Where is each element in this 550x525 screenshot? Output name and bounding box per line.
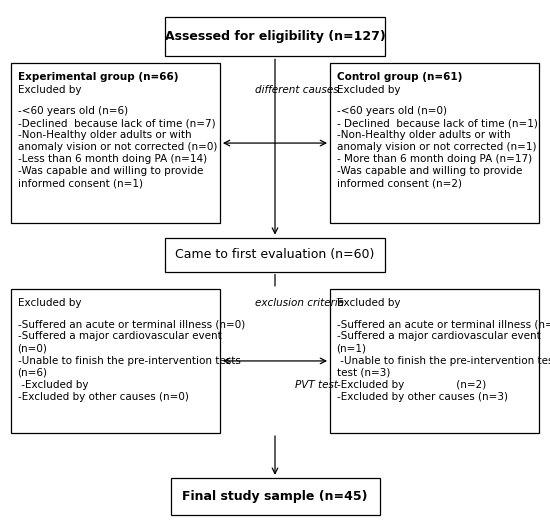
Bar — [165, 17, 385, 56]
Text: Experimental group (n=66): Experimental group (n=66) — [18, 72, 178, 82]
Text: -Suffered an acute or terminal illness (n=0): -Suffered an acute or terminal illness (… — [18, 319, 245, 329]
Text: informed consent (n=2): informed consent (n=2) — [337, 178, 461, 188]
Bar — [11, 63, 220, 223]
Text: different causes: different causes — [255, 85, 339, 95]
Text: - More than 6 month doing PA (n=17): - More than 6 month doing PA (n=17) — [337, 154, 532, 164]
Text: (n=0): (n=0) — [18, 343, 47, 353]
Bar — [170, 478, 380, 514]
Text: -Unable to finish the pre-intervention tests: -Unable to finish the pre-intervention t… — [337, 355, 550, 365]
Text: Final study sample (n=45): Final study sample (n=45) — [182, 490, 368, 502]
Text: Excluded by: Excluded by — [18, 85, 84, 95]
Text: informed consent (n=1): informed consent (n=1) — [18, 178, 142, 188]
Text: test (n=3): test (n=3) — [337, 368, 390, 377]
Text: -<60 years old (n=6): -<60 years old (n=6) — [18, 106, 128, 116]
Text: -Suffered a major cardiovascular event: -Suffered a major cardiovascular event — [337, 331, 540, 341]
Bar — [330, 63, 539, 223]
Text: Excluded by: Excluded by — [18, 298, 84, 308]
Text: exclusion criteria: exclusion criteria — [255, 298, 344, 308]
Text: Excluded by: Excluded by — [337, 85, 403, 95]
Text: -Non-Healthy older adults or with: -Non-Healthy older adults or with — [337, 130, 510, 140]
Text: -Was capable and willing to provide: -Was capable and willing to provide — [18, 166, 203, 176]
Text: Came to first evaluation (n=60): Came to first evaluation (n=60) — [175, 248, 375, 261]
Text: -Suffered an acute or terminal illness (n=0): -Suffered an acute or terminal illness (… — [337, 319, 550, 329]
Text: -<60 years old (n=0): -<60 years old (n=0) — [337, 106, 447, 116]
Text: -Excluded by: -Excluded by — [337, 380, 407, 390]
Text: anomaly vision or not corrected (n=1): anomaly vision or not corrected (n=1) — [337, 142, 536, 152]
Text: -Non-Healthy older adults or with: -Non-Healthy older adults or with — [18, 130, 191, 140]
Text: Excluded by: Excluded by — [337, 298, 403, 308]
Text: PVT test: PVT test — [295, 380, 338, 390]
Bar — [330, 289, 539, 433]
Text: Assessed for eligibility (n=127): Assessed for eligibility (n=127) — [164, 30, 386, 43]
Text: -Was capable and willing to provide: -Was capable and willing to provide — [337, 166, 522, 176]
Text: -Declined  because lack of time (n=7): -Declined because lack of time (n=7) — [18, 118, 215, 128]
Text: -Less than 6 month doing PA (n=14): -Less than 6 month doing PA (n=14) — [18, 154, 207, 164]
Text: - Declined  because lack of time (n=1): - Declined because lack of time (n=1) — [337, 118, 537, 128]
Bar — [165, 237, 385, 272]
Text: -Suffered a major cardiovascular event: -Suffered a major cardiovascular event — [18, 331, 221, 341]
Text: (n=6): (n=6) — [18, 368, 48, 377]
Text: -Excluded by other causes (n=0): -Excluded by other causes (n=0) — [18, 392, 189, 402]
Text: -Unable to finish the pre-intervention tests: -Unable to finish the pre-intervention t… — [18, 355, 240, 365]
Text: Control group (n=61): Control group (n=61) — [337, 72, 462, 82]
Text: anomaly vision or not corrected (n=0): anomaly vision or not corrected (n=0) — [18, 142, 217, 152]
Text: -Excluded by: -Excluded by — [18, 380, 91, 390]
Text: (n=2): (n=2) — [453, 380, 486, 390]
Text: -Excluded by other causes (n=3): -Excluded by other causes (n=3) — [337, 392, 508, 402]
Text: (n=1): (n=1) — [337, 343, 367, 353]
Bar — [11, 289, 220, 433]
